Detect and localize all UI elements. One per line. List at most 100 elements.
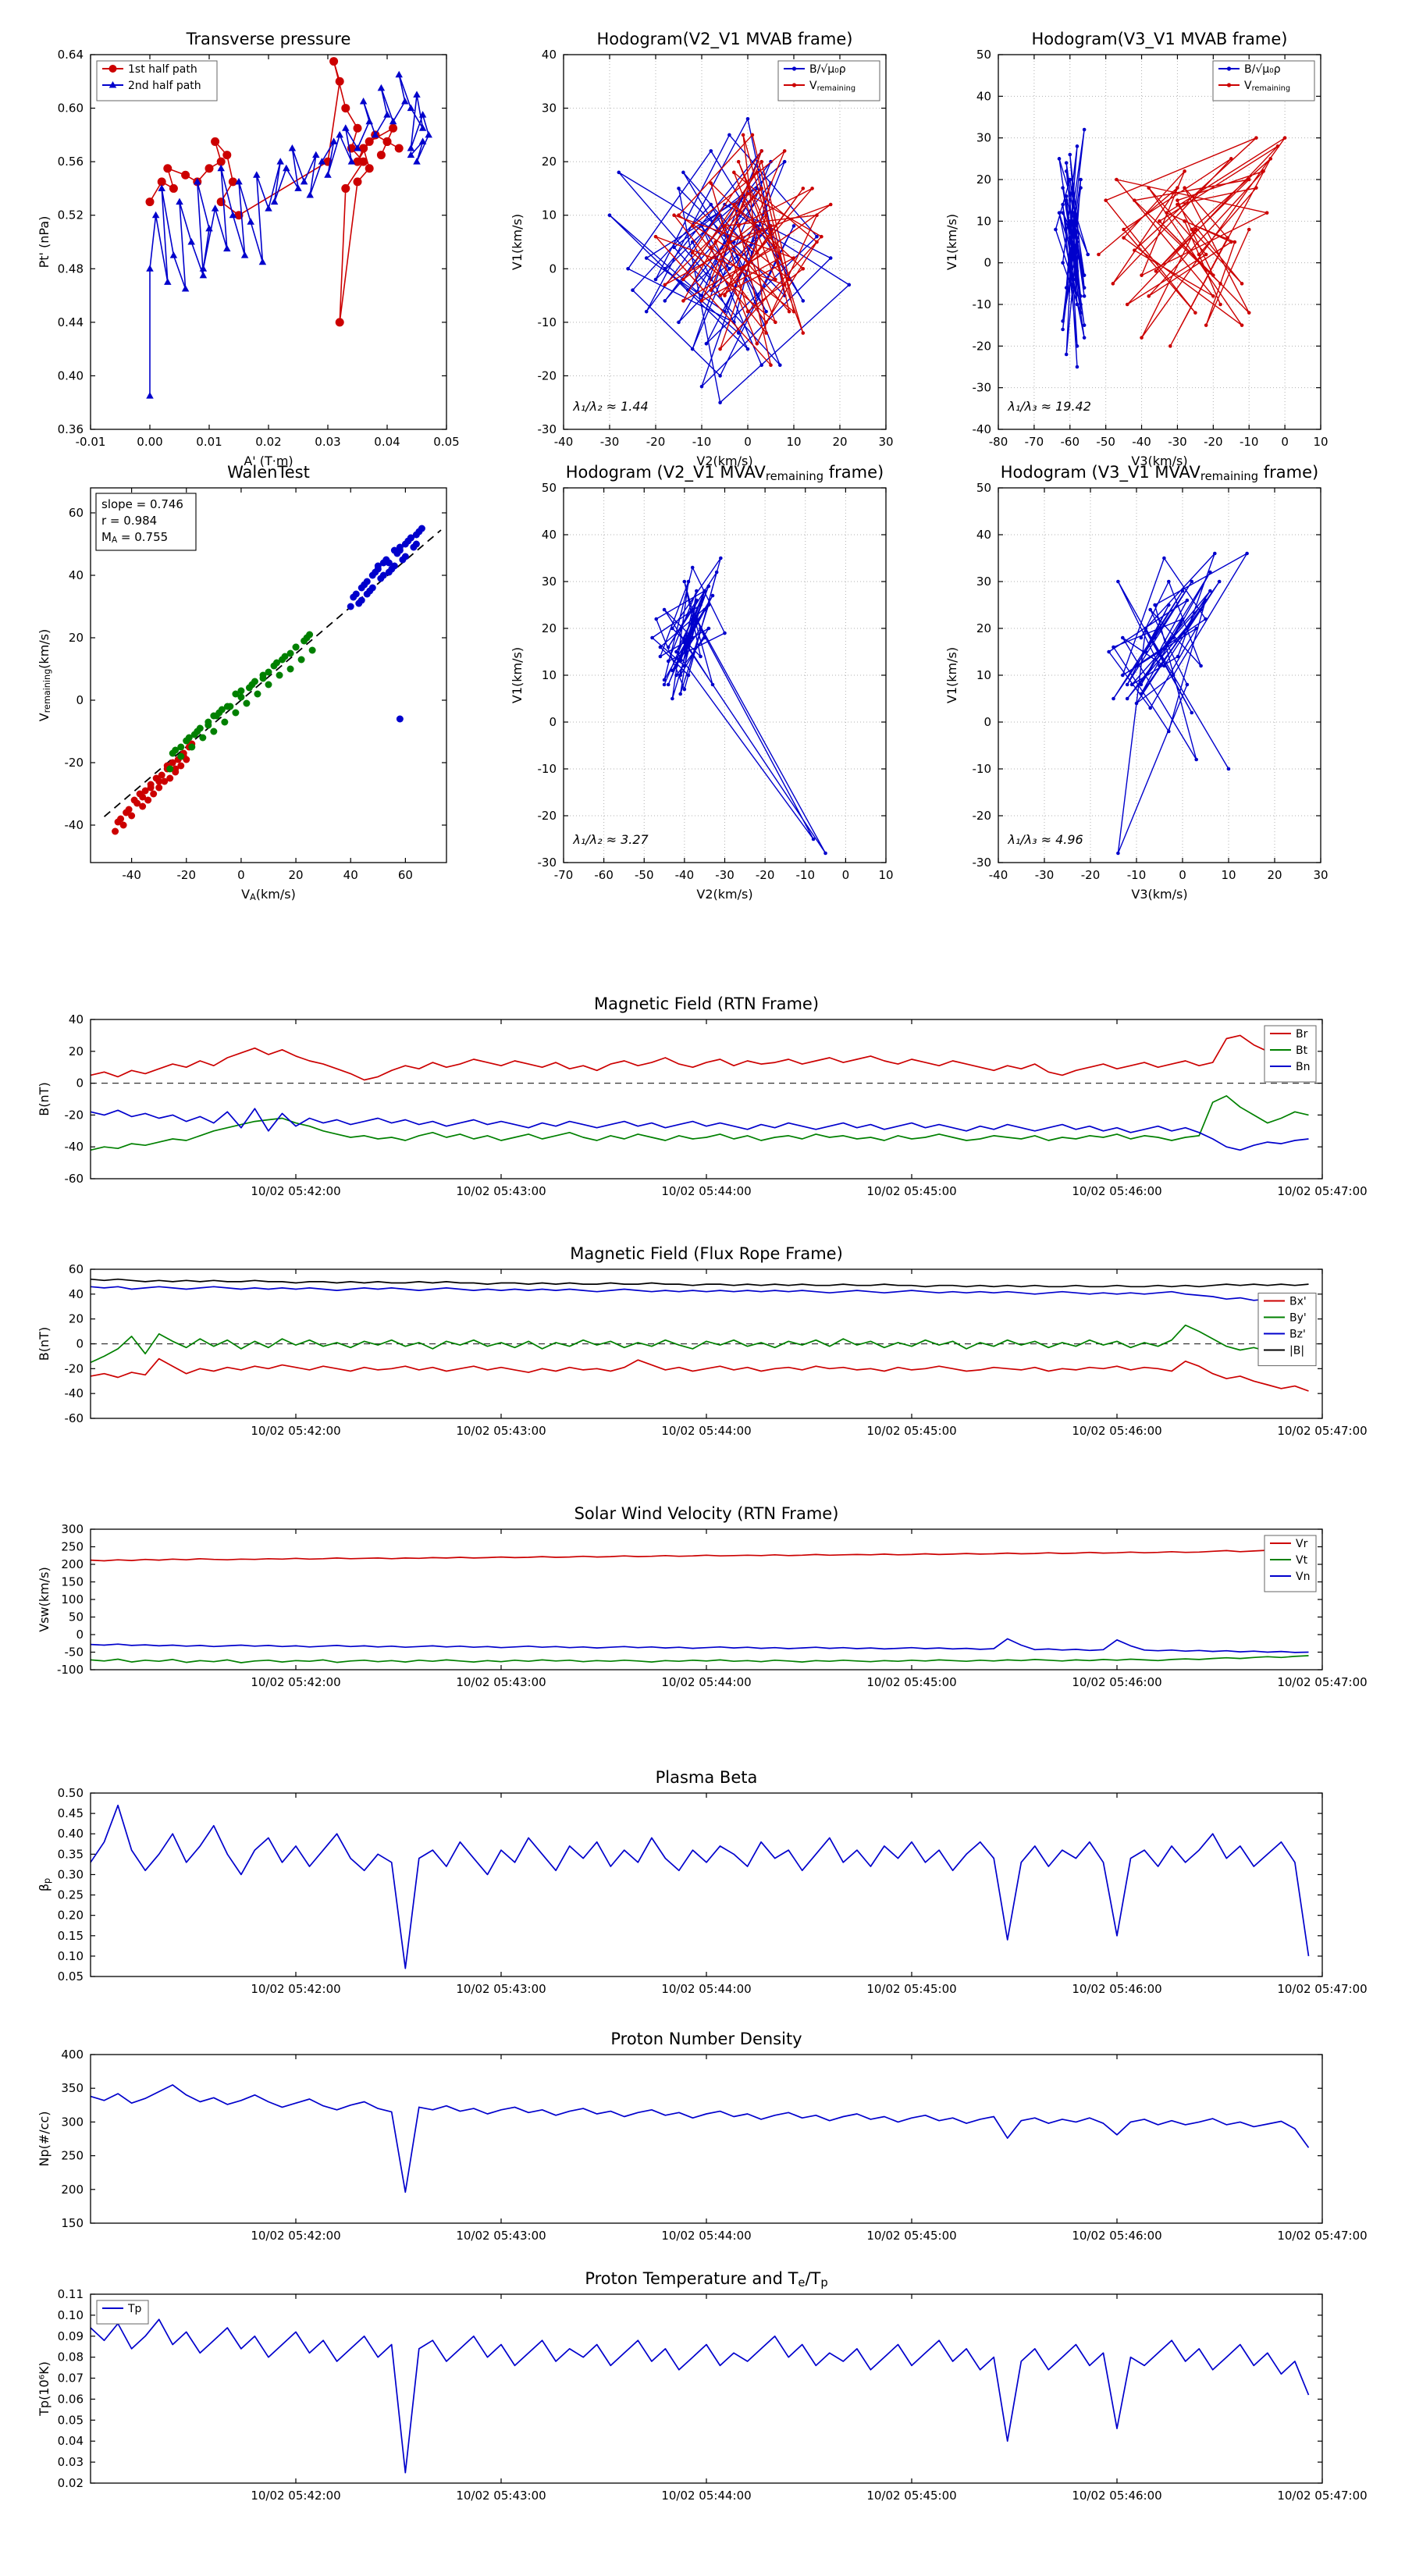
svg-text:10/02 05:45:00: 10/02 05:45:00 (866, 2229, 956, 2243)
svg-text:-50: -50 (635, 868, 654, 882)
svg-text:-70: -70 (554, 868, 574, 882)
svg-text:0.52: 0.52 (58, 208, 84, 222)
svg-text:0: 0 (549, 715, 557, 729)
svg-text:-20: -20 (177, 868, 197, 882)
svg-text:0: 0 (549, 262, 557, 276)
svg-text:Pt' (nPa): Pt' (nPa) (37, 216, 52, 269)
svg-text:10/02 05:47:00: 10/02 05:47:00 (1277, 1982, 1367, 1996)
svg-text:λ₁/λ₂ ≈ 3.27: λ₁/λ₂ ≈ 3.27 (572, 832, 649, 847)
svg-text:10/02 05:43:00: 10/02 05:43:00 (456, 2229, 546, 2243)
svg-text:60: 60 (69, 1262, 84, 1276)
svg-text:50: 50 (976, 481, 991, 495)
svg-text:Magnetic Field (RTN Frame): Magnetic Field (RTN Frame) (594, 994, 819, 1013)
panel-magnetic-field-flux-rope: 10/02 05:42:00 10/02 05:43:00 10/02 05:44:… (36, 1238, 1368, 1445)
svg-text:2nd half path: 2nd half path (128, 80, 201, 92)
svg-text:20: 20 (542, 621, 557, 635)
plot-hodogram-v2v1-mvab: -40 -30 -20 -10 0 10 20 30 -30 -20 -10 0 10 20 30 40 Hod… (509, 22, 895, 473)
svg-text:10/02 05:43:00: 10/02 05:43:00 (456, 2489, 546, 2503)
svg-text:0.44: 0.44 (58, 315, 84, 329)
svg-text:10/02 05:43:00: 10/02 05:43:00 (456, 1184, 546, 1198)
svg-text:40: 40 (976, 528, 991, 542)
svg-text:V2(km/s): V2(km/s) (696, 887, 752, 902)
svg-text:-20: -20 (1204, 435, 1223, 449)
svg-text:-20: -20 (646, 435, 666, 449)
svg-text:Vsw(km/s): Vsw(km/s) (37, 1567, 52, 1631)
svg-text:50: 50 (976, 48, 991, 62)
svg-text:0.25: 0.25 (58, 1888, 84, 1902)
svg-text:250: 250 (61, 2149, 84, 2163)
svg-text:10: 10 (542, 668, 557, 682)
svg-text:10/02 05:45:00: 10/02 05:45:00 (866, 2489, 956, 2503)
svg-text:10/02 05:42:00: 10/02 05:42:00 (251, 2489, 340, 2503)
svg-text:10/02 05:45:00: 10/02 05:45:00 (866, 1982, 956, 1996)
svg-text:50: 50 (542, 481, 557, 495)
svg-text:|B|: |B| (1289, 1345, 1304, 1357)
svg-text:10/02 05:42:00: 10/02 05:42:00 (251, 1424, 340, 1438)
svg-text:By': By' (1289, 1312, 1307, 1325)
panel-proton-temperature: 10/02 05:42:00 10/02 05:43:00 10/02 05:44:… (36, 2263, 1368, 2510)
svg-text:-20: -20 (65, 1361, 84, 1375)
svg-text:-20: -20 (973, 339, 992, 353)
svg-text:Vremaining(km/s): Vremaining(km/s) (37, 629, 52, 722)
svg-text:Magnetic Field (Flux Rope Fram: Magnetic Field (Flux Rope Frame) (570, 1244, 843, 1263)
svg-text:0.30: 0.30 (58, 1867, 84, 1881)
svg-text:-20: -20 (973, 809, 992, 823)
svg-text:-10: -10 (538, 315, 557, 329)
svg-text:10/02 05:44:00: 10/02 05:44:00 (661, 2229, 751, 2243)
svg-text:Bz': Bz' (1289, 1329, 1306, 1341)
svg-text:Bx': Bx' (1289, 1296, 1307, 1308)
svg-text:10/02 05:47:00: 10/02 05:47:00 (1277, 2229, 1367, 2243)
svg-text:100: 100 (61, 1592, 84, 1606)
svg-text:30: 30 (878, 435, 893, 449)
svg-text:0.45: 0.45 (58, 1806, 84, 1820)
svg-text:10/02 05:42:00: 10/02 05:42:00 (251, 1184, 340, 1198)
svg-text:-40: -40 (675, 868, 695, 882)
svg-text:10/02 05:43:00: 10/02 05:43:00 (456, 1424, 546, 1438)
svg-text:-20: -20 (538, 368, 557, 382)
svg-text:0: 0 (76, 693, 84, 707)
svg-text:0: 0 (1179, 868, 1186, 882)
svg-text:Hodogram (V3_V1 MVAVremaining: Hodogram (V3_V1 MVAVremaining frame) (1001, 463, 1318, 483)
svg-text:0.35: 0.35 (58, 1847, 84, 1861)
svg-text:10: 10 (1313, 435, 1328, 449)
svg-text:-10: -10 (1240, 435, 1259, 449)
svg-text:-60: -60 (65, 1172, 84, 1186)
svg-text:10/02 05:44:00: 10/02 05:44:00 (661, 1675, 751, 1689)
svg-text:60: 60 (69, 506, 84, 520)
svg-text:0: 0 (1281, 435, 1289, 449)
svg-text:0.06: 0.06 (58, 2392, 84, 2406)
svg-text:0.15: 0.15 (58, 1929, 84, 1943)
svg-text:20: 20 (832, 435, 847, 449)
plot-hodogram-v3v1-mvav: -40 -30 -20 -10 0 10 20 30 -30 -20 -10 0 10 20 30 40 50 H… (944, 455, 1330, 906)
svg-text:-20: -20 (65, 1108, 84, 1122)
svg-text:200: 200 (61, 1557, 84, 1571)
svg-text:0.05: 0.05 (58, 2413, 84, 2427)
svg-text:20: 20 (69, 1312, 84, 1326)
svg-text:-30: -30 (538, 856, 557, 870)
svg-text:0.56: 0.56 (58, 155, 84, 169)
svg-text:Hodogram(V2_V1 MVAB frame): Hodogram(V2_V1 MVAB frame) (597, 30, 853, 49)
svg-text:-10: -10 (692, 435, 712, 449)
svg-text:40: 40 (69, 1287, 84, 1301)
svg-text:10/02 05:45:00: 10/02 05:45:00 (866, 1184, 956, 1198)
svg-text:-50: -50 (1096, 435, 1115, 449)
svg-text:-30: -30 (538, 422, 557, 436)
svg-text:-60: -60 (65, 1411, 84, 1425)
svg-text:-10: -10 (538, 762, 557, 776)
svg-text:Vr: Vr (1296, 1538, 1308, 1550)
svg-text:0.03: 0.03 (315, 435, 340, 449)
svg-text:V1(km/s): V1(km/s) (944, 214, 959, 270)
svg-text:10/02 05:47:00: 10/02 05:47:00 (1277, 1675, 1367, 1689)
svg-text:0.50: 0.50 (58, 1786, 84, 1800)
svg-text:20: 20 (69, 1044, 84, 1059)
panel-proton-number-density: 10/02 05:42:00 10/02 05:43:00 10/02 05:44:… (36, 2023, 1368, 2250)
svg-text:λ₁/λ₃ ≈ 4.96: λ₁/λ₃ ≈ 4.96 (1007, 832, 1083, 847)
svg-text:10/02 05:42:00: 10/02 05:42:00 (251, 1982, 340, 1996)
svg-text:A' (T·m): A' (T·m) (244, 454, 293, 468)
panel-magnetic-field-rtn: 10/02 05:42:00 10/02 05:43:00 10/02 05:44:… (36, 988, 1368, 1205)
svg-text:V1(km/s): V1(km/s) (944, 647, 959, 703)
svg-text:MA = 0.755: MA = 0.755 (101, 530, 168, 545)
svg-text:-30: -30 (973, 856, 992, 870)
svg-text:V3(km/s): V3(km/s) (1131, 887, 1187, 902)
svg-text:0.60: 0.60 (58, 101, 84, 116)
